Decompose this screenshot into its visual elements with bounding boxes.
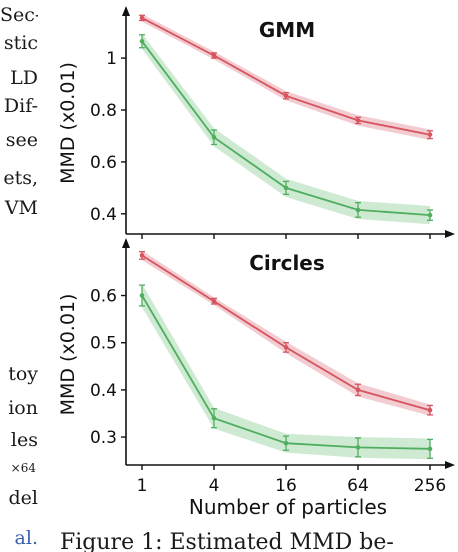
data-point [427,446,433,452]
data-point [427,212,433,218]
y-axis-arrow-icon [122,6,130,16]
data-point [139,15,145,21]
data-point [283,345,289,350]
chart-title: GMM [259,18,315,42]
y-tick-label: 0.4 [90,205,117,225]
data-point [283,93,289,99]
data-point [355,207,361,213]
x-tick-label: 4 [209,476,220,496]
x-tick-label: 16 [275,476,297,496]
data-point [355,445,361,450]
text-fragment: see [5,129,38,151]
text-fragment: toy [8,363,38,385]
confidence-band [142,250,430,416]
data-point [139,38,145,44]
confidence-band [142,283,430,460]
series-0 [139,250,433,416]
x-axis-arrow-icon [445,461,455,469]
y-axis-label: MMD (x0.01) [57,294,79,416]
circles-panel: 0.3 0.4 0.5 0.6 1 4 16 64 256 MMD (x0.01) Circles N… [57,238,455,519]
text-fragment: VM [4,197,38,219]
gmm-panel: 0.4 0.6 0.8 1 MMD (x0.01) GMM [57,6,455,239]
x-tick-label: 1 [137,476,148,496]
series-1 [139,283,433,460]
data-point [139,253,145,258]
text-fragment: del [8,487,38,509]
text-fragment: ets, [3,167,38,189]
y-tick-label: 0.4 [90,381,117,401]
text-fragment: ×64 [10,461,36,475]
x-tick-label: 64 [347,476,369,496]
figure-caption: Figure 1: Estimated MMD be- [60,530,394,552]
text-fragment: les [10,429,38,451]
data-point [211,415,217,421]
series-1 [139,33,433,225]
data-point [427,407,433,413]
data-point [283,440,289,446]
y-tick-label: 0.5 [90,334,117,354]
text-fragment: LD [10,67,38,89]
x-tick-label: 256 [414,476,446,496]
text-fragment: Sec- [0,4,38,26]
series-line [141,254,431,412]
data-point [355,118,361,123]
data-point [211,134,217,140]
text-fragment: stic [3,32,38,54]
y-tick-label: 0.6 [90,153,117,173]
data-point [355,387,361,393]
series-0 [139,14,433,140]
data-point [211,298,217,304]
text-fragment: ion [8,397,38,419]
y-axis-arrow-icon [122,238,130,248]
confidence-band [142,14,430,140]
text-fragment: Dif- [3,95,38,117]
x-axis-arrow-icon [445,230,455,238]
x-axis-label: Number of particles [189,495,387,519]
y-tick-label: 0.6 [90,287,117,307]
y-tick-label: 0.8 [90,101,117,121]
chart-title: Circles [249,251,325,275]
text-fragment: al. [14,527,38,549]
data-point [211,53,217,58]
y-tick-label: 1 [106,49,117,69]
data-point [139,293,145,298]
data-point [427,132,433,137]
data-point [283,185,289,191]
y-tick-label: 0.3 [90,428,117,448]
y-axis-label: MMD (x0.01) [57,62,79,184]
